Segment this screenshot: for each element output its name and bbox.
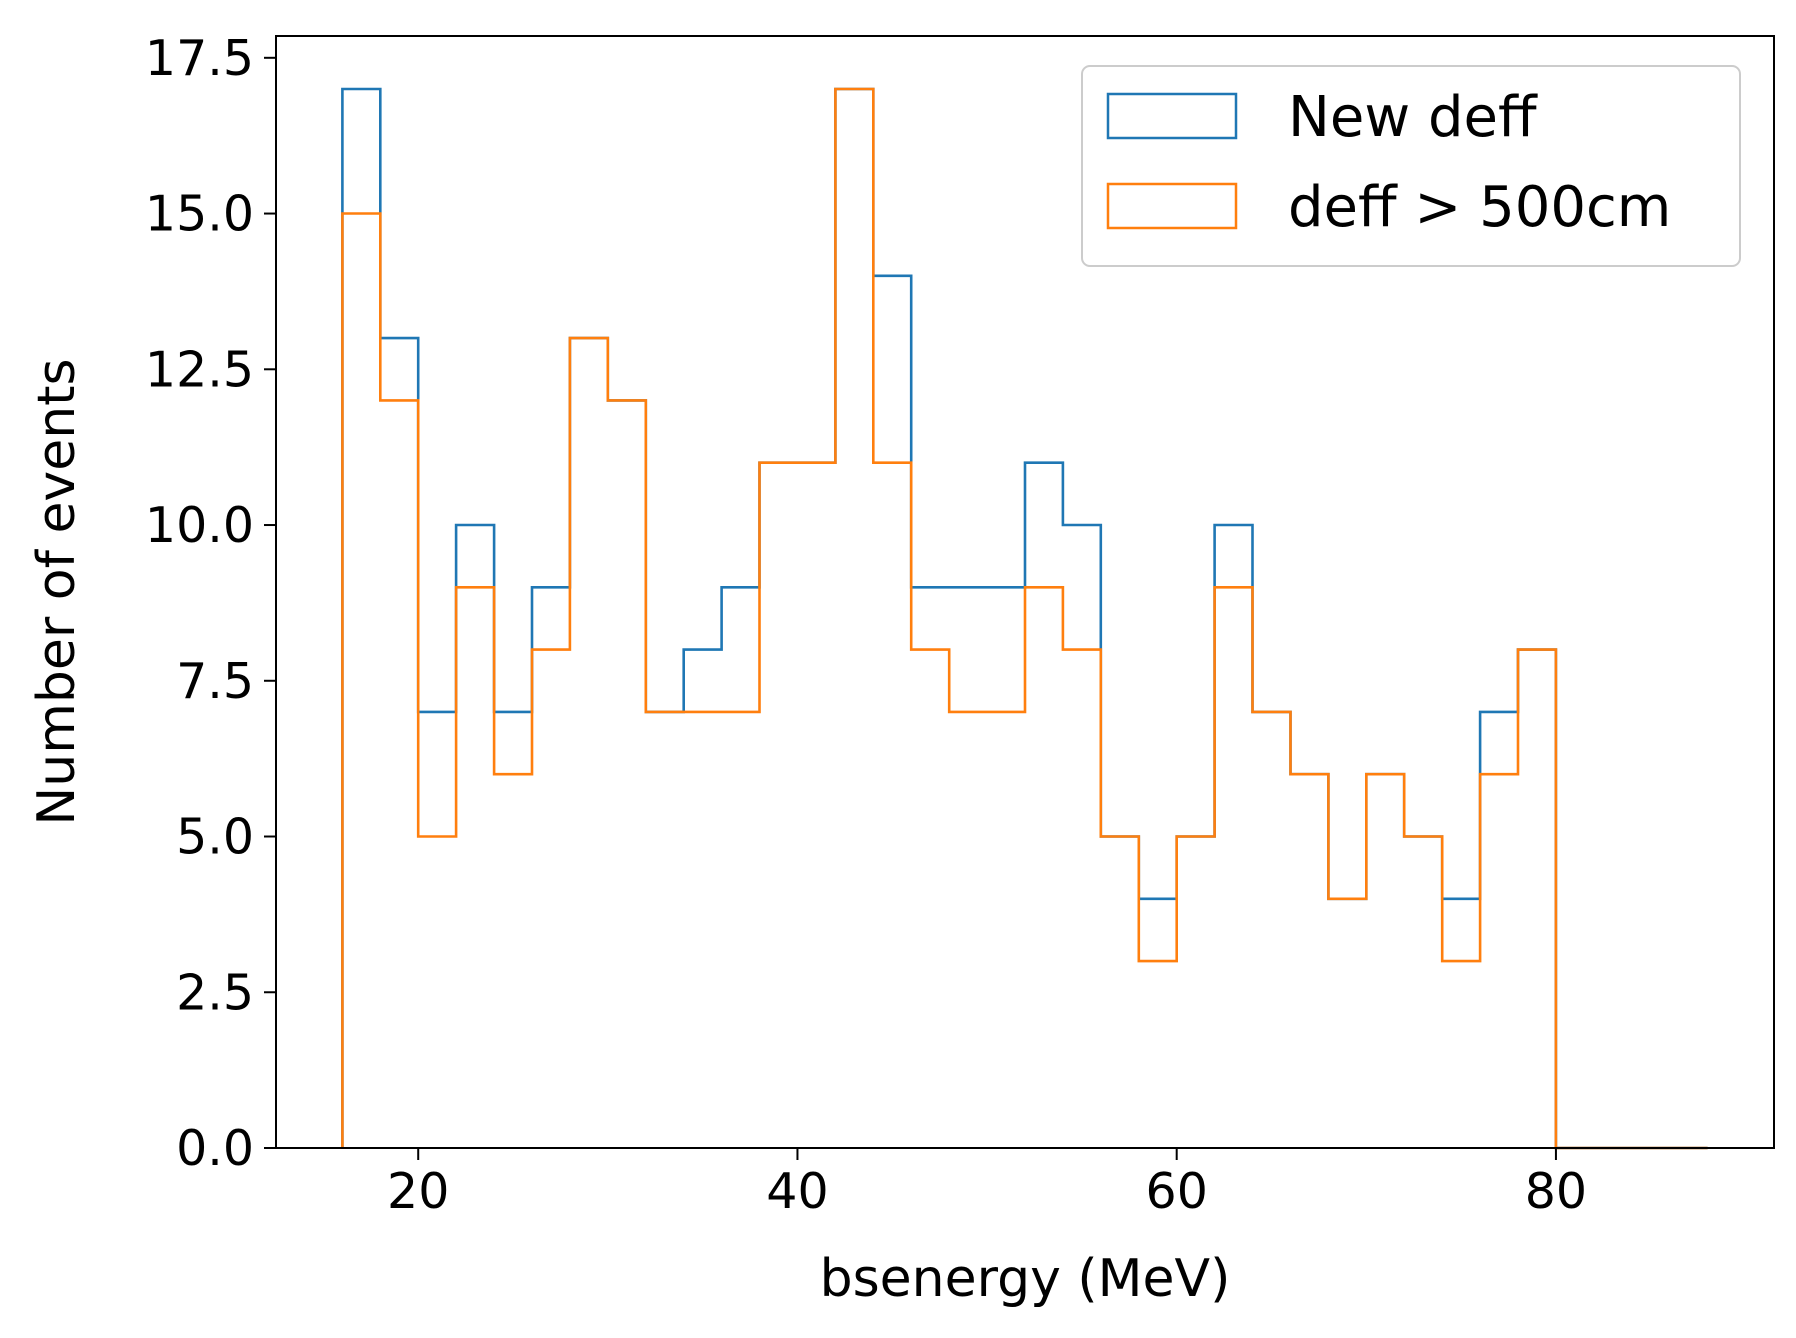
x-tick-label: 20 <box>387 1163 449 1220</box>
legend: New deff deff > 500cm <box>1081 65 1741 267</box>
legend-label-deff-gt-500cm: deff > 500cm <box>1288 175 1671 240</box>
y-tick-label: 0.0 <box>176 1120 254 1177</box>
x-tick-label: 80 <box>1525 1163 1587 1220</box>
x-tick-label: 60 <box>1146 1163 1208 1220</box>
legend-swatch-deff-gt-500cm <box>1106 182 1238 230</box>
legend-label-new-deff: New deff <box>1288 85 1538 150</box>
legend-box <box>1081 65 1741 267</box>
y-tick-label: 12.5 <box>145 341 254 398</box>
y-tick-label: 2.5 <box>176 964 254 1021</box>
y-tick-label: 15.0 <box>145 186 254 243</box>
axis-ticks-layer: 20 40 60 80 0.0 2.5 5.0 7.5 10.0 12.5 15.0 17.5 <box>145 30 1587 1220</box>
y-tick-label: 17.5 <box>145 30 254 87</box>
histogram-series-layer <box>341 87 1708 1150</box>
y-tick-label: 7.5 <box>176 653 254 710</box>
x-tick-label: 40 <box>766 1163 828 1220</box>
x-axis-label: bsenergy (MeV) <box>820 1249 1231 1309</box>
series-step-deff-500cm <box>341 87 1708 1150</box>
y-tick-label: 10.0 <box>145 497 254 554</box>
y-tick-label: 5.0 <box>176 809 254 866</box>
legend-swatch-new-deff <box>1106 92 1238 140</box>
y-axis-label: Number of events <box>27 358 87 825</box>
plot-area-frame <box>275 35 1775 1149</box>
